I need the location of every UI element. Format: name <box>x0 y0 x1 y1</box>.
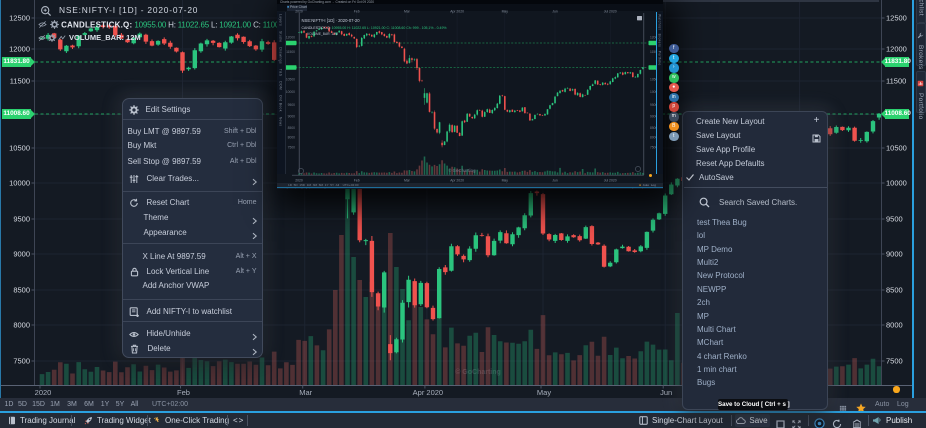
svg-text:8000: 8000 <box>288 136 296 140</box>
svg-text:May: May <box>502 9 509 13</box>
svg-text:8500: 8500 <box>288 126 296 130</box>
svg-text:Mar: Mar <box>404 9 411 13</box>
svg-text:10500: 10500 <box>650 78 659 82</box>
svg-text:7500: 7500 <box>288 146 296 150</box>
svg-text:12000: 12000 <box>650 36 659 40</box>
svg-text:9000: 9000 <box>650 114 658 118</box>
svg-text:2020: 2020 <box>295 179 303 183</box>
svg-text:May: May <box>502 179 509 183</box>
svg-text:8500: 8500 <box>650 126 658 130</box>
svg-text:10500: 10500 <box>286 78 295 82</box>
svg-text:Jul 2020: Jul 2020 <box>604 179 617 183</box>
svg-text:11500: 11500 <box>650 50 659 54</box>
svg-text:Jul 2020: Jul 2020 <box>604 9 617 13</box>
svg-text:NSE:NIFTY-I [1D] · 2020-07-20: NSE:NIFTY-I [1D] · 2020-07-20 <box>302 18 361 23</box>
svg-text:CANDLESTICK.Q: 10955.00 H: 110: CANDLESTICK.Q: 10955.00 H: 11022.65 L: 1… <box>302 26 447 30</box>
svg-text:Jun: Jun <box>552 179 558 183</box>
svg-text:7500: 7500 <box>650 146 658 150</box>
svg-text:9500: 9500 <box>288 103 296 107</box>
svg-text:Feb: Feb <box>354 9 360 13</box>
svg-text:Apr 2020: Apr 2020 <box>450 9 464 13</box>
svg-text:2020: 2020 <box>295 9 303 13</box>
svg-text:10000: 10000 <box>650 90 659 94</box>
svg-text:© GoCharting: © GoCharting <box>448 168 476 173</box>
svg-text:11500: 11500 <box>286 50 295 54</box>
svg-text:12000: 12000 <box>286 36 295 40</box>
svg-text:Feb: Feb <box>354 179 360 183</box>
svg-text:Jun: Jun <box>552 9 558 13</box>
svg-text:9000: 9000 <box>288 114 296 118</box>
svg-text:Apr 2020: Apr 2020 <box>450 179 464 183</box>
svg-text:10000: 10000 <box>286 90 295 94</box>
svg-text:8000: 8000 <box>650 136 658 140</box>
svg-text:Mar: Mar <box>404 179 411 183</box>
svg-text:VOLUME_BAR: 12M: VOLUME_BAR: 12M <box>307 32 338 36</box>
svg-text:9500: 9500 <box>650 103 658 107</box>
svg-text:© GoCharting: © GoCharting <box>455 368 501 376</box>
